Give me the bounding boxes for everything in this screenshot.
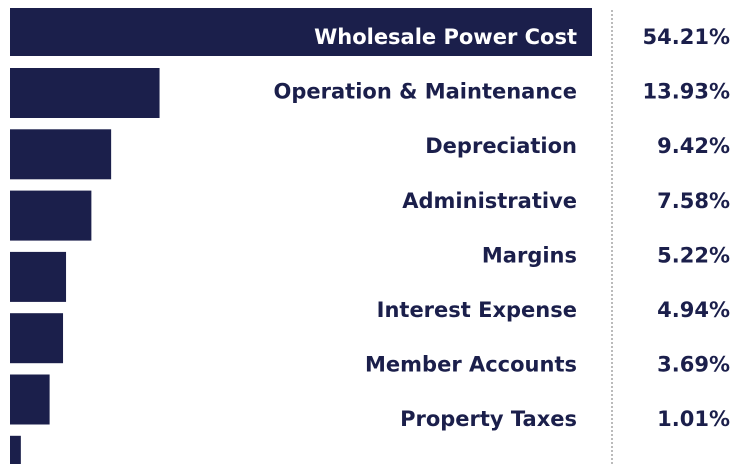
- value-label: 13.93%: [643, 80, 730, 104]
- bar: [10, 190, 92, 241]
- bar: [10, 251, 67, 302]
- bar: [10, 8, 592, 56]
- value-label: 7.58%: [657, 189, 730, 213]
- bar: [10, 313, 64, 364]
- category-label: Interest Expense: [377, 298, 577, 322]
- category-label: Member Accounts: [365, 353, 577, 377]
- value-label: 3.69%: [657, 353, 730, 377]
- bar: [10, 374, 50, 425]
- value-label: 1.01%: [657, 407, 730, 431]
- category-label: Operation & Maintenance: [274, 80, 577, 104]
- category-label: Depreciation: [425, 134, 577, 158]
- category-label: Property Taxes: [400, 407, 577, 431]
- bar: [10, 129, 112, 180]
- value-label: 5.22%: [657, 243, 730, 267]
- bar: [10, 68, 160, 118]
- value-label: 9.42%: [657, 134, 730, 158]
- category-label: Margins: [482, 243, 577, 267]
- category-label: Wholesale Power Cost: [314, 25, 577, 49]
- value-label: 4.94%: [657, 298, 730, 322]
- value-label: 54.21%: [643, 25, 730, 49]
- category-label: Administrative: [402, 189, 577, 213]
- bar: [10, 435, 21, 464]
